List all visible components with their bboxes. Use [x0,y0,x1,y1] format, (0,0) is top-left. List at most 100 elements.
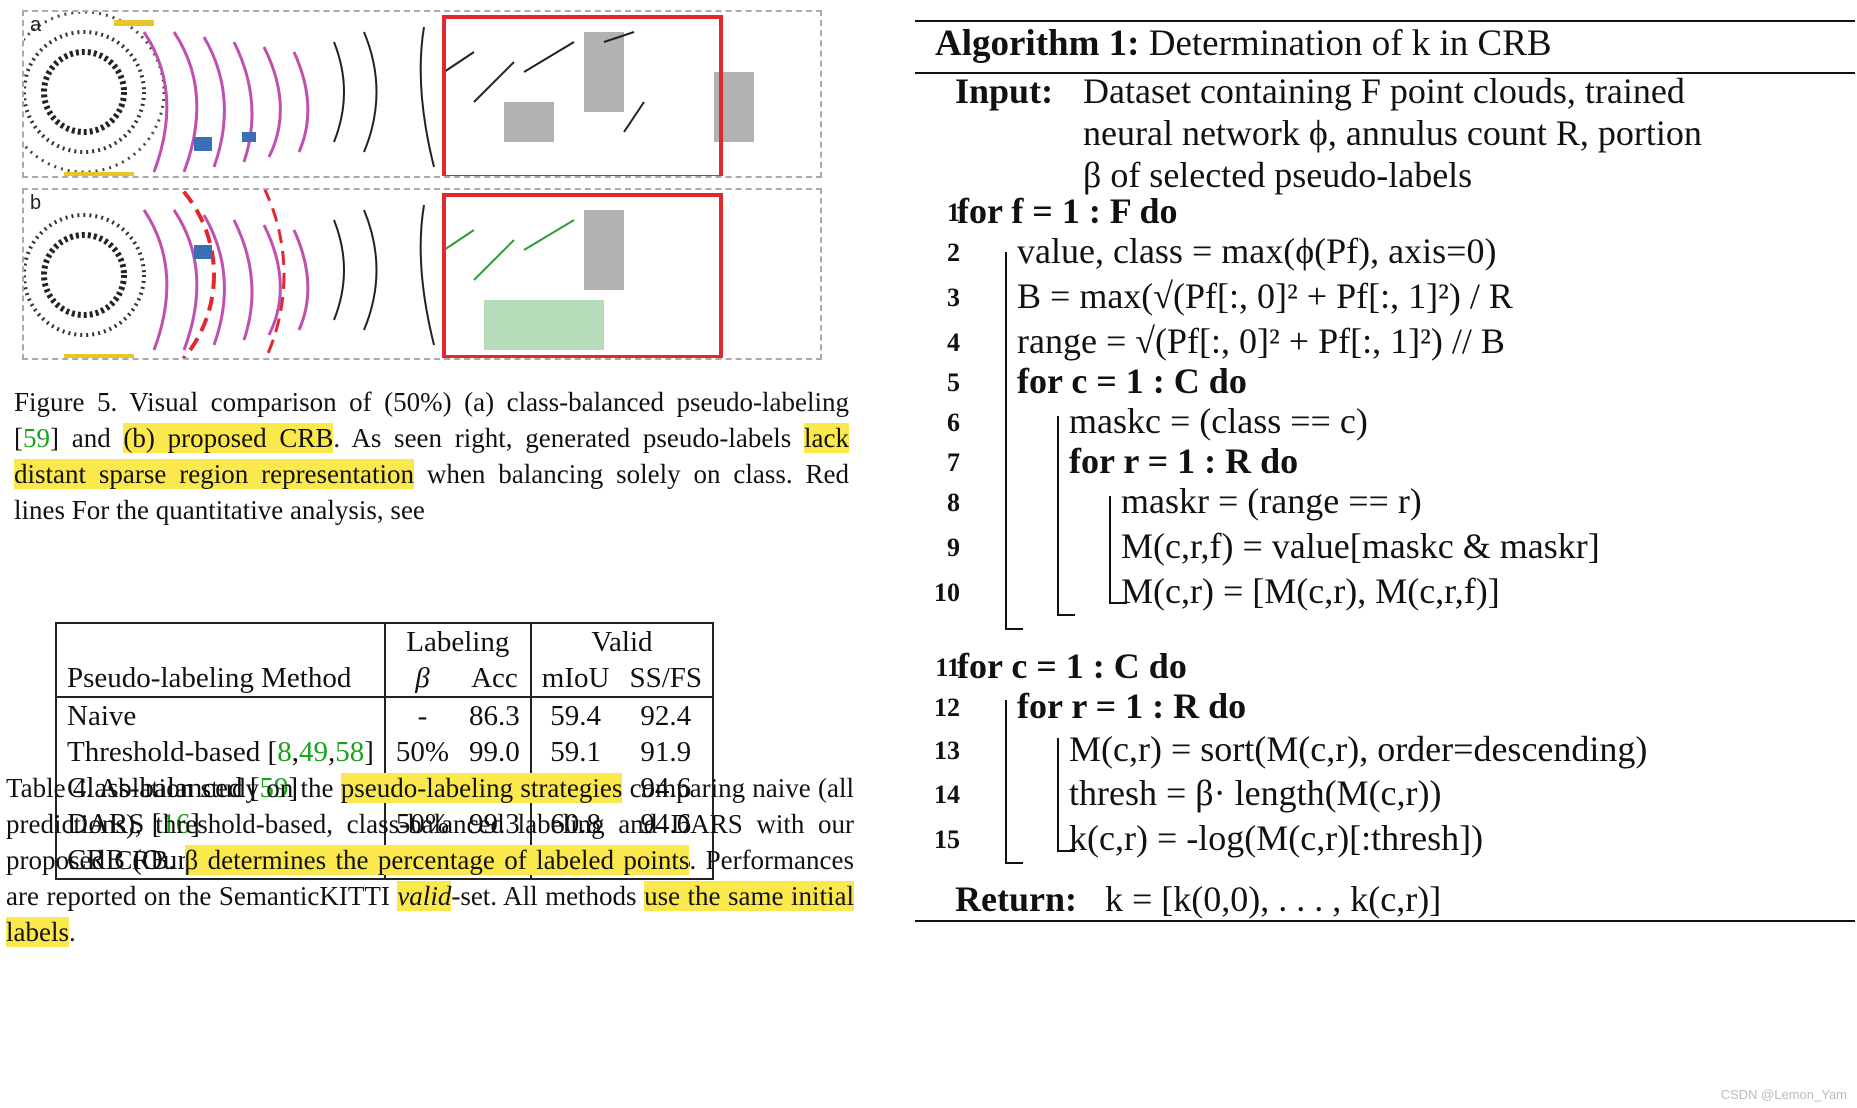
row-miou: 59.4 [550,700,601,732]
figure-caption-segment: ] and [50,423,124,453]
table-row: DARS [16] 50% 99.3 60.8 94.6 [56,806,713,842]
figure-caption-segment: when balancing solely on class. Red line… [14,459,849,525]
algorithm-line: for c = 1 : C do [1017,361,1247,401]
row-ssfs: 92.4 [640,700,692,732]
line-number: 7 [947,448,960,477]
row-ssfs: 94.6 [640,772,692,804]
figure-caption-segment: 59 [23,423,50,453]
col-miou: mIoU [530,660,620,698]
algorithm-line: k(c,r) = -log(M(c,r)[:thresh]) [1069,818,1484,858]
row-method: Naive [56,697,386,734]
header-labeling: Labeling [384,623,532,660]
col-ssfs: SS/FS [619,660,714,698]
loop-bar-c [1057,416,1059,616]
loop-bar-r2 [1057,738,1059,852]
row-acc: 86.3 [459,697,532,734]
algorithm-line: M(c,r,f) = value[maskc & maskr] [1121,526,1600,566]
table-caption-segment: β determines the percentage of labeled p… [184,845,690,875]
line-number: 5 [947,368,960,397]
citation[interactable]: 59 [259,772,289,804]
algorithm-line: maskr = (range == r) [1121,481,1422,521]
row-beta: 50% [395,736,450,768]
line-number: 14 [934,780,960,809]
algorithm-line: for f = 1 : F do [957,191,1178,231]
highlight-box-a [442,15,723,176]
input-line-1: Dataset containing F point clouds, train… [1083,71,1685,111]
top-rule [915,20,1855,22]
table-row: Threshold-based [8,49,58] 50% 99.0 59.1 91.9 [56,734,713,770]
table-caption-segment: . Performances are reported on the Seman… [6,845,855,911]
lidar-point-cloud-b [24,190,723,358]
input-line-3: β of selected pseudo-labels [1083,155,1473,195]
algorithm-title: Algorithm 1: Determination of k in CRB [935,23,1552,64]
figure-caption-segment: (b) proposed CRB [123,423,334,453]
line-number: 10 [934,578,960,607]
header-valid: Valid [591,626,653,658]
line-number: 9 [947,533,960,562]
algorithm-line: M(c,r) = sort(M(c,r), order=descending) [1069,729,1648,769]
line-number: 12 [934,693,960,722]
row-ssfs: 94.6 [640,808,692,840]
table-row: Naive -86.3 59.4 92.4 [56,697,713,734]
line-number: 15 [934,825,960,854]
algorithm-block: Algorithm 1: Determination of k in CRB I… [915,20,1855,1100]
table-caption-segment: Table 4. Ablation study on the [6,773,341,803]
return-text: k = [k(0,0), . . . , k(c,r)] [1105,879,1442,919]
col-acc: Acc [459,660,532,698]
line-number: 11 [935,653,960,682]
algorithm-line: range = √(Pf[:, 0]² + Pf[:, 1]²) // B [1017,321,1505,361]
row-acc: 99.0 [459,734,532,770]
algorithm-line: maskc = (class == c) [1069,401,1368,441]
figure-caption: Figure 5. Visual comparison of (50%) (a)… [14,384,850,528]
col-beta: β [384,660,460,698]
panel-label-b: b [30,192,42,214]
loop-bar-r [1109,496,1111,604]
table-caption: Table 4. Ablation study on the pseudo-la… [6,770,854,950]
table-caption-segment: . [68,917,76,947]
figure-panel-a: a [22,10,822,178]
algorithm-line: M(c,r) = [M(c,r), M(c,r,f)] [1121,571,1500,611]
panel-label-a: a [30,14,42,36]
line-number: 6 [947,408,960,437]
citation[interactable]: 49 [298,736,328,768]
bottom-rule [915,920,1855,922]
highlight-box-b [442,193,723,358]
algorithm-line: value, class = max(ϕ(Pf), axis=0) [1017,231,1497,271]
row-miou: 60.8 [550,808,601,840]
row-miou: 59.1 [550,736,601,768]
figure-caption-segment: . As seen right, generated pseudo-labels [333,423,805,453]
line-number: 4 [947,328,960,357]
line-number: 3 [947,283,960,312]
algorithm-line: for c = 1 : C do [957,646,1187,686]
row-acc: 99.3 [459,806,532,842]
table-caption-segment: comparing naive (all predictions), thres… [6,773,854,875]
return-label: Return: [955,879,1077,919]
table-caption-segment: pseudo-labeling strategies [340,773,623,803]
citation[interactable]: 16 [161,808,191,840]
row-beta: 50% [395,808,450,840]
loop-bar-f [1005,252,1007,630]
algorithm-line: thresh = β· length(M(c,r)) [1069,773,1442,813]
line-number: 13 [934,736,960,765]
figure-caption-segment: Figure 5. Visual comparison of (50%) (a)… [14,387,849,453]
algorithm-line: for r = 1 : R do [1017,686,1247,726]
citation[interactable]: 58 [335,736,365,768]
row-method: Threshold-based [8,49,58] [56,734,386,770]
figure-panel-b: b [22,188,822,360]
watermark: CSDN @Lemon_Yam [1720,1087,1847,1102]
line-number: 1 [947,198,960,227]
col-method: Pseudo-labeling Method [56,660,386,698]
title-rule [915,72,1855,74]
line-number: 8 [947,488,960,517]
lidar-point-cloud-a [24,12,754,176]
row-method: DARS [16] [56,806,386,842]
input-label: Input: [955,71,1054,111]
line-number: 2 [947,238,960,267]
row-beta: - [417,700,428,732]
table-caption-segment: valid [397,881,452,911]
table-caption-segment: -set. All methods [451,881,645,911]
algorithm-line: for r = 1 : R do [1069,441,1299,481]
row-ssfs: 91.9 [640,736,692,768]
loop-bar-c2 [1005,700,1007,864]
citation[interactable]: 8 [277,736,292,768]
